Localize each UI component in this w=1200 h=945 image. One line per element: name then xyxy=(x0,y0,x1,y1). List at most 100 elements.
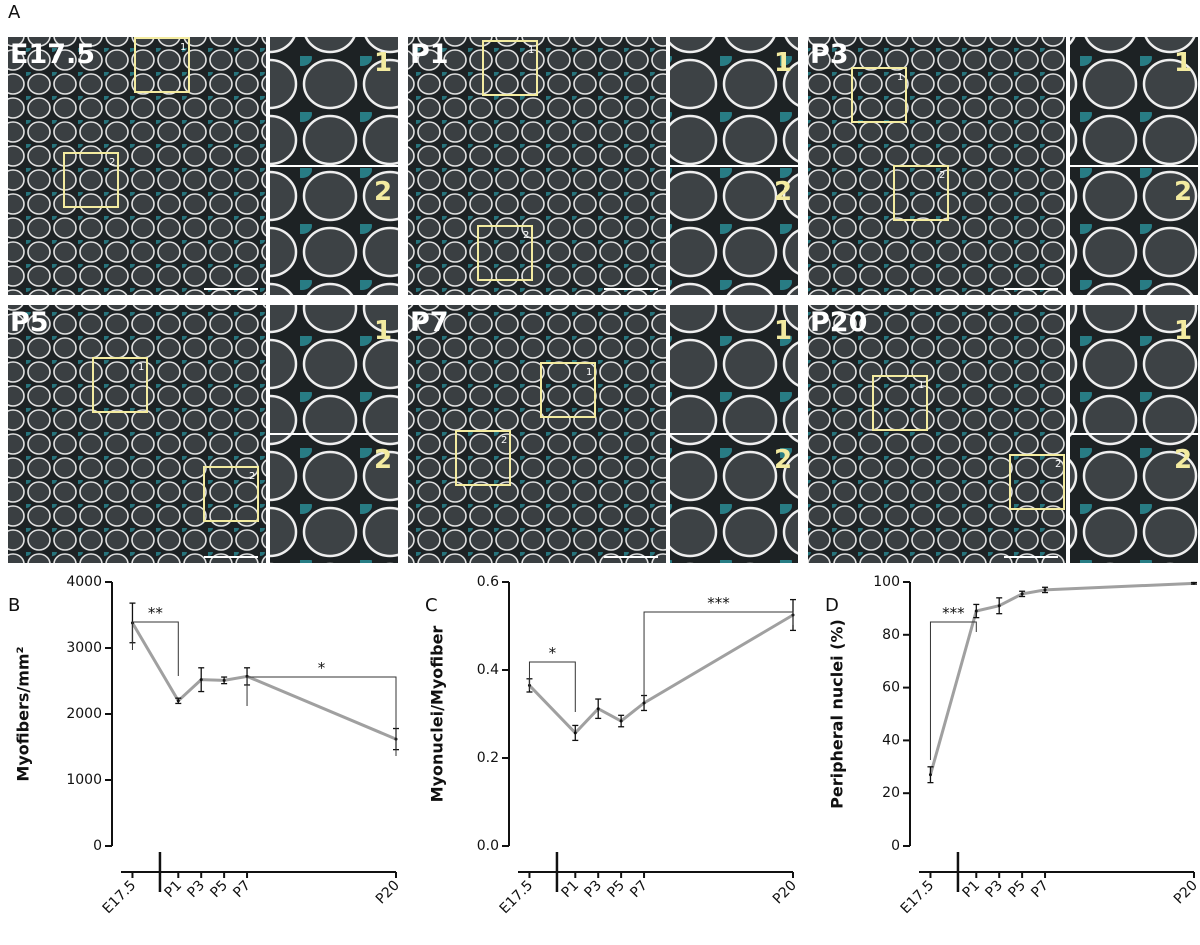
inset-number: 2 xyxy=(1174,445,1192,475)
significance-bracket xyxy=(131,621,179,676)
zoom-box-number: 2 xyxy=(939,170,945,181)
x-tick-label: P7 xyxy=(627,878,651,902)
data-point xyxy=(619,719,623,723)
data-point xyxy=(222,678,226,682)
error-bar xyxy=(996,597,1003,615)
y-tick-label: 4000 xyxy=(66,574,102,590)
zoom-box-number: 1 xyxy=(180,42,186,53)
data-point xyxy=(1192,581,1196,585)
inset-image xyxy=(670,167,798,295)
zoom-box-number: 1 xyxy=(138,362,144,373)
data-point xyxy=(176,699,180,703)
zoom-box xyxy=(455,430,511,486)
y-tick-label: 0 xyxy=(93,838,102,854)
inset-image xyxy=(270,305,398,433)
inset-number: 2 xyxy=(374,445,392,475)
zoom-box xyxy=(203,466,259,522)
inset-image xyxy=(670,37,798,165)
zoom-box xyxy=(1009,454,1065,510)
zoom-box-number: 2 xyxy=(249,471,255,482)
significance-label: * xyxy=(318,659,326,677)
x-tick-label: P3 xyxy=(982,878,1006,902)
significance-bracket xyxy=(643,611,794,697)
error-bar xyxy=(595,698,602,720)
panel-label: B xyxy=(8,595,20,616)
image-panel: P1 1 1 2 2 xyxy=(408,37,798,295)
data-point xyxy=(199,678,203,682)
data-point xyxy=(596,707,600,711)
zoom-box-number: 1 xyxy=(918,380,924,391)
micrograph xyxy=(8,37,266,295)
zoom-box-number: 2 xyxy=(523,230,529,241)
zoom-box-number: 1 xyxy=(897,72,903,83)
x-tick-label: P1 xyxy=(559,878,583,902)
error-bar xyxy=(221,676,228,685)
image-label: P7 xyxy=(410,307,449,338)
y-axis-label: Peripheral nuclei (%) xyxy=(828,619,847,809)
image-label: P5 xyxy=(10,307,49,338)
y-tick-label: 60 xyxy=(882,680,900,696)
zoom-box-number: 2 xyxy=(109,157,115,168)
y-tick-label: 20 xyxy=(882,785,900,801)
significance-bracket xyxy=(246,676,397,756)
significance-label: *** xyxy=(942,604,965,622)
inset-image xyxy=(1070,167,1198,295)
error-bar xyxy=(572,724,579,742)
inset-image xyxy=(670,305,798,433)
y-tick-label: 2000 xyxy=(66,706,102,722)
error-bar xyxy=(618,714,625,728)
error-bar xyxy=(198,667,205,693)
x-tick-label: E17.5 xyxy=(898,878,938,918)
inset-number: 2 xyxy=(1174,177,1192,207)
y-tick-label: 100 xyxy=(873,574,900,590)
image-panel: P20 1 1 2 2 xyxy=(808,305,1198,563)
inset-number: 2 xyxy=(374,177,392,207)
significance-label: *** xyxy=(707,594,730,612)
x-tick-label: P20 xyxy=(1171,878,1200,908)
x-tick-label: P3 xyxy=(184,878,208,902)
micrograph xyxy=(408,305,666,563)
microscopy-panels: E17.5 1 1 2 2 P1 1 1 2 2 P3 1 1 2 2 P5 1 1 2 2 P7 1 1 2 2 P20 1 1 2 2 xyxy=(8,37,1198,563)
x-tick-label: P1 xyxy=(162,878,186,902)
inset-image xyxy=(1070,305,1198,433)
y-tick-label: 40 xyxy=(882,732,900,748)
x-tick-label: P20 xyxy=(770,878,800,908)
data-point xyxy=(1020,592,1024,596)
zoom-box xyxy=(63,152,119,208)
inset-number: 1 xyxy=(1174,48,1192,78)
x-tick-label: P7 xyxy=(1028,878,1052,902)
y-tick-label: 0.4 xyxy=(477,662,499,678)
x-tick-label: P5 xyxy=(604,878,628,902)
error-bar xyxy=(1042,586,1049,594)
micrograph xyxy=(808,305,1066,563)
zoom-box-number: 1 xyxy=(586,367,592,378)
y-tick-label: 80 xyxy=(882,627,900,643)
x-tick-label: E17.5 xyxy=(497,878,537,918)
image-label: P1 xyxy=(410,39,449,70)
inset-image xyxy=(1070,37,1198,165)
error-bar xyxy=(175,697,182,705)
zoom-box-number: 1 xyxy=(528,45,534,56)
data-point xyxy=(573,731,577,735)
chart: C Myonuclei/Myofiber 0.0 0.2 0.4 0.6 E17.5 P1 P3… xyxy=(425,574,800,917)
image-panel: P7 1 1 2 2 xyxy=(408,305,798,563)
inset-image xyxy=(670,435,798,563)
zoom-box xyxy=(482,40,538,96)
micrograph xyxy=(8,305,266,563)
data-line xyxy=(929,581,1195,776)
inset-number: 1 xyxy=(1174,316,1192,346)
x-tick-label: P5 xyxy=(1005,878,1029,902)
panel-label: C xyxy=(425,595,438,616)
image-label: P3 xyxy=(810,39,849,70)
significance-label: ** xyxy=(148,604,164,622)
data-line xyxy=(528,613,794,736)
data-point xyxy=(974,609,978,613)
inset-image xyxy=(270,167,398,295)
image-panel: P3 1 1 2 2 xyxy=(808,37,1198,295)
inset-number: 2 xyxy=(774,445,792,475)
y-tick-label: 3000 xyxy=(66,640,102,656)
data-point xyxy=(928,773,932,777)
y-tick-label: 0.0 xyxy=(477,838,499,854)
image-panel: P5 1 1 2 2 xyxy=(8,305,398,563)
